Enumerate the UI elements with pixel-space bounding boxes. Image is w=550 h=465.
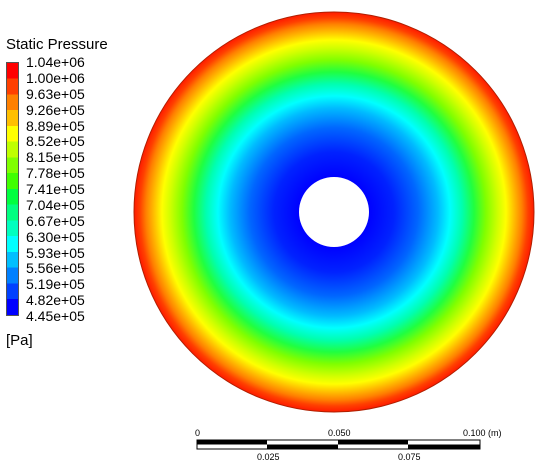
legend-tick-label: 8.15e+05 xyxy=(26,149,85,166)
scale-label-0-050: 0.050 xyxy=(328,428,351,438)
scale-label-0-075: 0.075 xyxy=(398,452,421,462)
legend-tick-label: 7.78e+05 xyxy=(26,165,85,182)
color-bar xyxy=(6,62,19,316)
legend-tick-label: 1.04e+06 xyxy=(26,54,85,70)
legend-tick-label: 9.26e+05 xyxy=(26,101,85,118)
scale-bar-segment xyxy=(408,444,480,449)
scale-bar-segment xyxy=(197,440,267,445)
legend-tick-label: 8.89e+05 xyxy=(26,117,85,134)
legend-tick-label: 4.82e+05 xyxy=(26,292,85,309)
scale-label-0-100: 0.100 (m) xyxy=(463,428,502,438)
legend-tick-label: 5.93e+05 xyxy=(26,244,85,261)
legend-unit: [Pa] xyxy=(6,332,33,349)
legend-tick-label: 1.00e+06 xyxy=(26,69,85,86)
legend-title: Static Pressure xyxy=(6,36,108,53)
legend-tick-label: 7.04e+05 xyxy=(26,196,85,213)
legend-tick-label: 7.41e+05 xyxy=(26,181,85,197)
legend-tick-label: 6.67e+05 xyxy=(26,212,85,229)
scale-bar xyxy=(196,439,481,450)
legend-tick-label: 8.52e+05 xyxy=(26,133,85,150)
legend-tick-label: 6.30e+05 xyxy=(26,228,85,245)
legend-tick-label: 4.45e+05 xyxy=(26,308,85,324)
scale-label-0: 0 xyxy=(195,428,201,438)
legend-tick-label: 5.19e+05 xyxy=(26,276,85,293)
scale-bar-segment xyxy=(267,444,338,449)
scale-bar-segment xyxy=(338,440,408,445)
scale-label-0-025: 0.025 xyxy=(257,452,280,462)
legend-tick-label: 9.63e+05 xyxy=(26,85,85,102)
legend-tick-label: 5.56e+05 xyxy=(26,260,85,277)
inner-hole xyxy=(299,177,369,247)
